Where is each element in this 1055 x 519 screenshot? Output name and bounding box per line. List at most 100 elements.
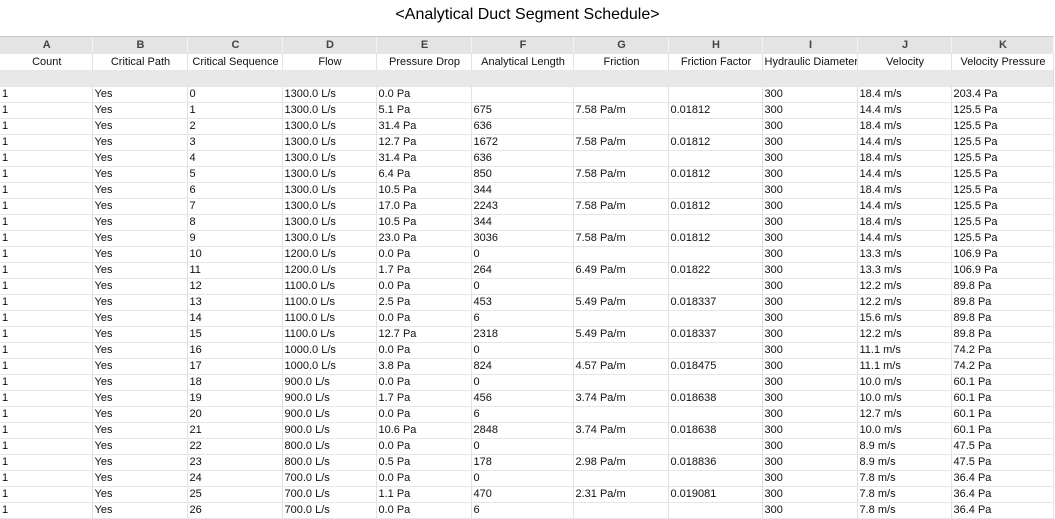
table-cell[interactable]: 1 [0, 342, 93, 359]
table-cell[interactable]: 0 [187, 86, 283, 103]
column-letter-f[interactable]: F [471, 37, 574, 54]
table-cell[interactable]: Yes [92, 102, 188, 119]
table-cell[interactable] [573, 470, 669, 487]
table-cell[interactable]: 8.9 m/s [857, 454, 952, 471]
table-cell[interactable]: 3036 [471, 230, 574, 247]
column-letter-k[interactable]: K [951, 37, 1054, 54]
table-cell[interactable]: 6 [471, 502, 574, 519]
column-header[interactable]: Velocity Pressure [951, 53, 1054, 71]
table-cell[interactable]: Yes [92, 182, 188, 199]
table-cell[interactable]: 125.5 Pa [951, 182, 1054, 199]
table-cell[interactable]: 1672 [471, 134, 574, 151]
column-header[interactable]: Critical Path [92, 53, 188, 71]
table-cell[interactable]: 3.8 Pa [376, 358, 472, 375]
table-row[interactable]: 1 Yes 19 900.0 L/s 1.7 Pa 456 3.74 Pa/m 0.01863… [0, 390, 1054, 407]
table-cell[interactable]: 11.1 m/s [857, 358, 952, 375]
table-row[interactable]: 1 Yes 16 1000.0 L/s 0.0 Pa 0 300 11.1 m/s 74.2 P… [0, 342, 1054, 359]
table-cell[interactable]: 125.5 Pa [951, 134, 1054, 151]
table-cell[interactable] [668, 438, 763, 455]
table-cell[interactable]: 18.4 m/s [857, 214, 952, 231]
table-cell[interactable]: 17.0 Pa [376, 198, 472, 215]
table-cell[interactable]: 23.0 Pa [376, 230, 472, 247]
table-cell[interactable]: 0 [471, 438, 574, 455]
table-cell[interactable]: 5.1 Pa [376, 102, 472, 119]
table-cell[interactable]: 2318 [471, 326, 574, 343]
table-cell[interactable]: 36.4 Pa [951, 486, 1054, 503]
table-cell[interactable]: 2 [187, 118, 283, 135]
table-cell[interactable]: 800.0 L/s [282, 438, 377, 455]
table-cell[interactable]: 300 [762, 358, 858, 375]
table-cell[interactable]: 300 [762, 198, 858, 215]
table-cell[interactable]: 470 [471, 486, 574, 503]
table-cell[interactable]: Yes [92, 454, 188, 471]
table-cell[interactable] [668, 150, 763, 167]
table-cell[interactable]: 19 [187, 390, 283, 407]
table-cell[interactable]: 125.5 Pa [951, 214, 1054, 231]
table-cell[interactable]: Yes [92, 390, 188, 407]
table-row[interactable]: 1 Yes 21 900.0 L/s 10.6 Pa 2848 3.74 Pa/m 0.018… [0, 422, 1054, 439]
table-cell[interactable]: 60.1 Pa [951, 374, 1054, 391]
table-cell[interactable]: 0.0 Pa [376, 374, 472, 391]
column-header[interactable]: Count [0, 53, 93, 71]
table-cell[interactable]: 25 [187, 486, 283, 503]
table-cell[interactable]: 24 [187, 470, 283, 487]
table-cell[interactable]: 125.5 Pa [951, 230, 1054, 247]
table-cell[interactable]: 178 [471, 454, 574, 471]
table-cell[interactable]: 0.01812 [668, 166, 763, 183]
table-cell[interactable]: 7 [187, 198, 283, 215]
table-cell[interactable]: 300 [762, 374, 858, 391]
table-cell[interactable]: 1300.0 L/s [282, 214, 377, 231]
table-cell[interactable]: 0.018337 [668, 326, 763, 343]
table-row[interactable]: 1 Yes 0 1300.0 L/s 0.0 Pa 300 18.4 m/s 203.4 Pa [0, 86, 1054, 103]
table-cell[interactable] [668, 86, 763, 103]
table-cell[interactable]: 300 [762, 230, 858, 247]
table-cell[interactable]: 453 [471, 294, 574, 311]
table-cell[interactable]: 1 [0, 422, 93, 439]
table-cell[interactable] [668, 310, 763, 327]
column-letter-d[interactable]: D [282, 37, 377, 54]
table-row[interactable]: 1 Yes 15 1100.0 L/s 12.7 Pa 2318 5.49 Pa/m 0.01… [0, 326, 1054, 343]
table-row[interactable]: 1 Yes 25 700.0 L/s 1.1 Pa 470 2.31 Pa/m 0.01908… [0, 486, 1054, 503]
table-cell[interactable]: 1 [0, 230, 93, 247]
table-row[interactable]: 1 Yes 2 1300.0 L/s 31.4 Pa 636 300 18.4 m/s 125.… [0, 118, 1054, 135]
table-cell[interactable]: 1 [0, 326, 93, 343]
table-cell[interactable]: 10 [187, 246, 283, 263]
table-cell[interactable]: 15.6 m/s [857, 310, 952, 327]
table-cell[interactable]: 344 [471, 214, 574, 231]
table-cell[interactable] [573, 150, 669, 167]
table-cell[interactable]: 31.4 Pa [376, 150, 472, 167]
table-cell[interactable]: 700.0 L/s [282, 502, 377, 519]
table-cell[interactable]: 7.8 m/s [857, 502, 952, 519]
table-row[interactable]: 1 Yes 9 1300.0 L/s 23.0 Pa 3036 7.58 Pa/m 0.018… [0, 230, 1054, 247]
table-cell[interactable]: 1 [0, 182, 93, 199]
table-row[interactable]: 1 Yes 10 1200.0 L/s 0.0 Pa 0 300 13.3 m/s 106.9 … [0, 246, 1054, 263]
table-cell[interactable]: 300 [762, 262, 858, 279]
table-cell[interactable]: 300 [762, 502, 858, 519]
table-cell[interactable]: 0.018475 [668, 358, 763, 375]
table-cell[interactable]: 344 [471, 182, 574, 199]
table-cell[interactable]: 7.58 Pa/m [573, 198, 669, 215]
table-cell[interactable]: 1 [0, 214, 93, 231]
table-cell[interactable]: 300 [762, 294, 858, 311]
table-cell[interactable]: 1100.0 L/s [282, 294, 377, 311]
table-cell[interactable]: 1 [0, 278, 93, 295]
table-cell[interactable]: 1300.0 L/s [282, 86, 377, 103]
table-cell[interactable]: 31.4 Pa [376, 118, 472, 135]
table-row[interactable]: 1 Yes 8 1300.0 L/s 10.5 Pa 344 300 18.4 m/s 125.… [0, 214, 1054, 231]
table-cell[interactable]: 0.0 Pa [376, 502, 472, 519]
table-cell[interactable]: 300 [762, 470, 858, 487]
table-cell[interactable]: 14.4 m/s [857, 102, 952, 119]
table-cell[interactable]: 1300.0 L/s [282, 166, 377, 183]
table-cell[interactable]: 0.018337 [668, 294, 763, 311]
column-letter-a[interactable]: A [0, 37, 93, 54]
table-cell[interactable] [573, 310, 669, 327]
table-cell[interactable]: 300 [762, 214, 858, 231]
table-cell[interactable]: 89.8 Pa [951, 310, 1054, 327]
table-row[interactable]: 1 Yes 17 1000.0 L/s 3.8 Pa 824 4.57 Pa/m 0.0184… [0, 358, 1054, 375]
table-cell[interactable]: 1300.0 L/s [282, 102, 377, 119]
table-cell[interactable]: 4.57 Pa/m [573, 358, 669, 375]
table-cell[interactable]: 636 [471, 118, 574, 135]
table-cell[interactable]: 1 [0, 406, 93, 423]
table-cell[interactable]: 3 [187, 134, 283, 151]
table-cell[interactable]: Yes [92, 326, 188, 343]
